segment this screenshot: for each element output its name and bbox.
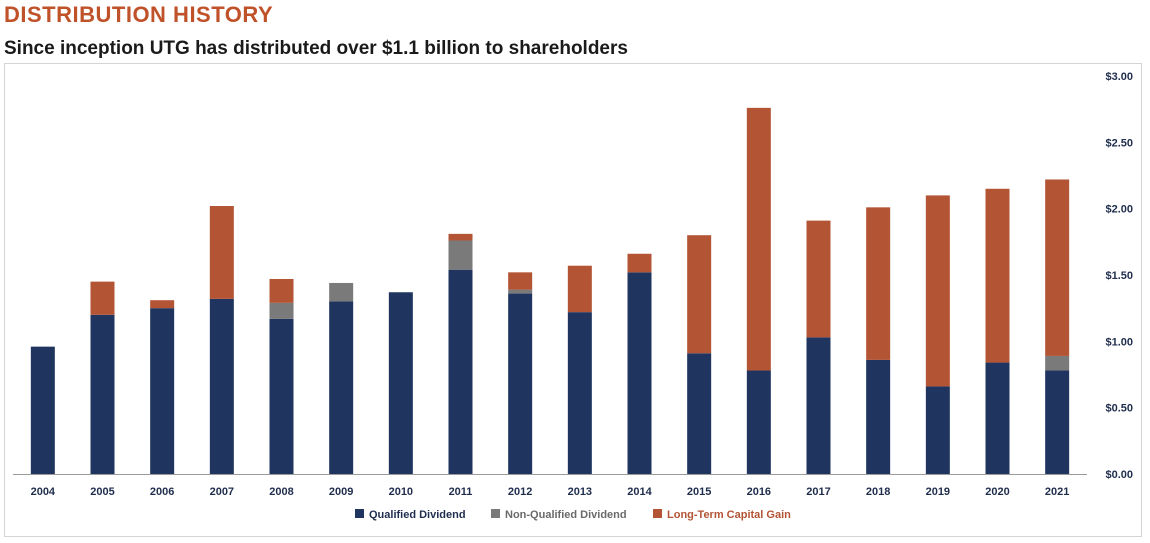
bar-2004-qualified	[30, 346, 55, 474]
bar-2012-non-qualified	[508, 289, 533, 294]
x-tick-label: 2004	[31, 486, 56, 498]
bar-2019-qualified	[925, 386, 950, 474]
x-tick-label: 2012	[508, 486, 532, 498]
x-tick-label: 2020	[985, 486, 1009, 498]
x-tick-label: 2009	[329, 486, 353, 498]
legend-swatch-qualified	[355, 509, 364, 518]
legend-label-capital-gain: Long-Term Capital Gain	[667, 509, 791, 521]
y-tick-label: $0.00	[1105, 469, 1133, 481]
bar-2011-capital-gain	[448, 233, 473, 241]
x-tick-label: 2010	[389, 486, 413, 498]
x-tick-label: 2006	[150, 486, 174, 498]
y-tick-label: $0.50	[1105, 403, 1133, 415]
bar-2008-qualified	[269, 318, 294, 474]
bar-2005-qualified	[90, 314, 115, 474]
y-tick-label: $1.50	[1105, 270, 1133, 282]
bar-2015-qualified	[687, 353, 712, 474]
bar-2015-capital-gain	[687, 235, 712, 354]
bar-2007-capital-gain	[209, 206, 234, 299]
x-tick-label: 2021	[1045, 486, 1069, 498]
x-tick-label: 2008	[269, 486, 293, 498]
bar-2017-capital-gain	[806, 220, 831, 338]
bar-2005-capital-gain	[90, 281, 115, 315]
y-tick-label: $1.00	[1105, 336, 1133, 348]
bar-2016-qualified	[746, 370, 771, 474]
bar-2008-capital-gain	[269, 278, 294, 303]
legend-swatch-non-qualified	[491, 509, 500, 518]
bar-2011-non-qualified	[448, 240, 473, 270]
y-tick-label: $2.00	[1105, 204, 1133, 216]
bar-2009-non-qualified	[329, 282, 354, 302]
x-tick-label: 2013	[568, 486, 592, 498]
x-tick-label: 2015	[687, 486, 711, 498]
bar-2014-capital-gain	[627, 253, 652, 273]
bar-2013-capital-gain	[567, 265, 592, 313]
y-tick-label: $2.50	[1105, 137, 1133, 149]
bar-2012-qualified	[508, 293, 533, 474]
stacked-bar-chart: 2004 2005 2006 2007 2008 2009 2010 2011 2012 2013…	[13, 71, 1133, 521]
bar-2018-capital-gain	[866, 207, 891, 360]
bar-2020-capital-gain	[985, 188, 1010, 363]
x-tick-label: 2018	[866, 486, 890, 498]
x-tick-label: 2007	[210, 486, 234, 498]
y-tick-label: $3.00	[1105, 71, 1133, 83]
bar-2006-qualified	[150, 308, 175, 474]
bar-2009-qualified	[329, 301, 354, 474]
bar-2016-capital-gain	[746, 107, 771, 371]
bar-2021-non-qualified	[1045, 355, 1070, 371]
chart-frame: 2004 2005 2006 2007 2008 2009 2010 2011 2012 2013…	[4, 63, 1142, 537]
x-tick-label: 2019	[926, 486, 950, 498]
x-tick-label: 2014	[627, 486, 652, 498]
legend-label-qualified: Qualified Dividend	[369, 509, 466, 521]
bar-2020-qualified	[985, 362, 1010, 474]
bar-2007-qualified	[209, 298, 234, 474]
legend-swatch-capital-gain	[653, 509, 662, 518]
bar-2014-qualified	[627, 272, 652, 474]
bar-2013-qualified	[567, 312, 592, 474]
x-tick-label: 2016	[747, 486, 771, 498]
x-tick-label: 2017	[806, 486, 830, 498]
chart-subtitle: Since inception UTG has distributed over…	[4, 38, 628, 59]
bar-2006-capital-gain	[150, 300, 175, 309]
bar-2011-qualified	[448, 269, 473, 474]
chart-title: DISTRIBUTION HISTORY	[4, 2, 274, 27]
legend-label-non-qualified: Non-Qualified Dividend	[505, 509, 627, 521]
bar-2021-qualified	[1045, 370, 1070, 474]
bar-2018-qualified	[866, 359, 891, 474]
x-tick-label: 2011	[449, 486, 473, 498]
bar-2008-non-qualified	[269, 302, 294, 319]
bar-2010-qualified	[388, 292, 413, 474]
x-tick-label: 2005	[90, 486, 114, 498]
bar-2012-capital-gain	[508, 272, 533, 290]
bar-2021-capital-gain	[1045, 179, 1070, 356]
bar-2017-qualified	[806, 337, 831, 474]
bar-2019-capital-gain	[925, 195, 950, 387]
